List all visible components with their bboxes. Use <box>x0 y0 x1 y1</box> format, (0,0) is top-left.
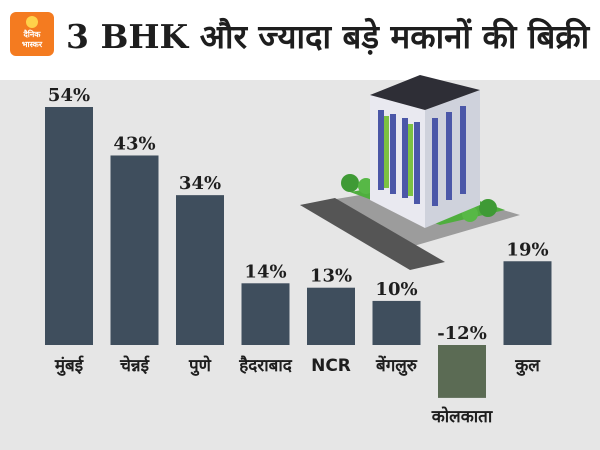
building-windows <box>378 106 466 206</box>
apartment-building-illustration <box>300 75 520 270</box>
bar-3 <box>176 195 224 345</box>
sun-icon <box>26 16 38 28</box>
value-label: -12% <box>437 323 487 344</box>
tree-icon <box>479 199 497 217</box>
bar-2 <box>110 155 159 345</box>
tree-icon <box>341 174 359 192</box>
building-right-face <box>425 90 480 228</box>
building-roof <box>370 75 480 110</box>
bars-group <box>45 107 552 398</box>
bar-6 <box>372 300 421 345</box>
chart-title: 3 BHK और ज्यादा बड़े मकानों की बिक्री <box>66 17 590 56</box>
value-label: 43% <box>113 133 155 154</box>
building-balconies <box>384 116 413 196</box>
dainik-bhaskar-logo: दैनिक भास्कर <box>10 12 54 56</box>
bar-7 <box>438 345 486 398</box>
category-label: NCR <box>311 356 351 376</box>
value-label: 54% <box>48 85 90 106</box>
bar-4 <box>241 283 290 345</box>
category-label: पुणे <box>188 355 212 376</box>
value-label: 14% <box>244 261 286 282</box>
category-label: मुंबई <box>54 355 84 376</box>
value-labels-group: 54% 43% 34% 14% 13% 10% -12% 19% <box>48 85 549 344</box>
value-label: 19% <box>506 239 548 260</box>
category-label: कोलकाता <box>431 406 493 427</box>
value-label: 34% <box>179 173 221 194</box>
category-label: बेंगलुरु <box>375 355 418 376</box>
value-label: 10% <box>375 279 417 300</box>
road <box>300 198 445 270</box>
bar-1 <box>45 107 93 345</box>
category-labels-group: मुंबई चेन्नई पुणे हैदराबाद NCR बेंगलुरु कोलकात… <box>54 355 541 427</box>
bar-5 <box>307 287 355 345</box>
bar-8 <box>503 261 552 345</box>
category-label: कुल <box>514 356 541 376</box>
logo-text: दैनिक भास्कर <box>21 30 43 49</box>
category-label: हैदराबाद <box>238 355 293 376</box>
category-label: चेन्नई <box>119 355 150 376</box>
value-label: 13% <box>310 266 352 287</box>
header: दैनिक भास्कर 3 BHK और ज्यादा बड़े मकानों… <box>0 0 600 80</box>
